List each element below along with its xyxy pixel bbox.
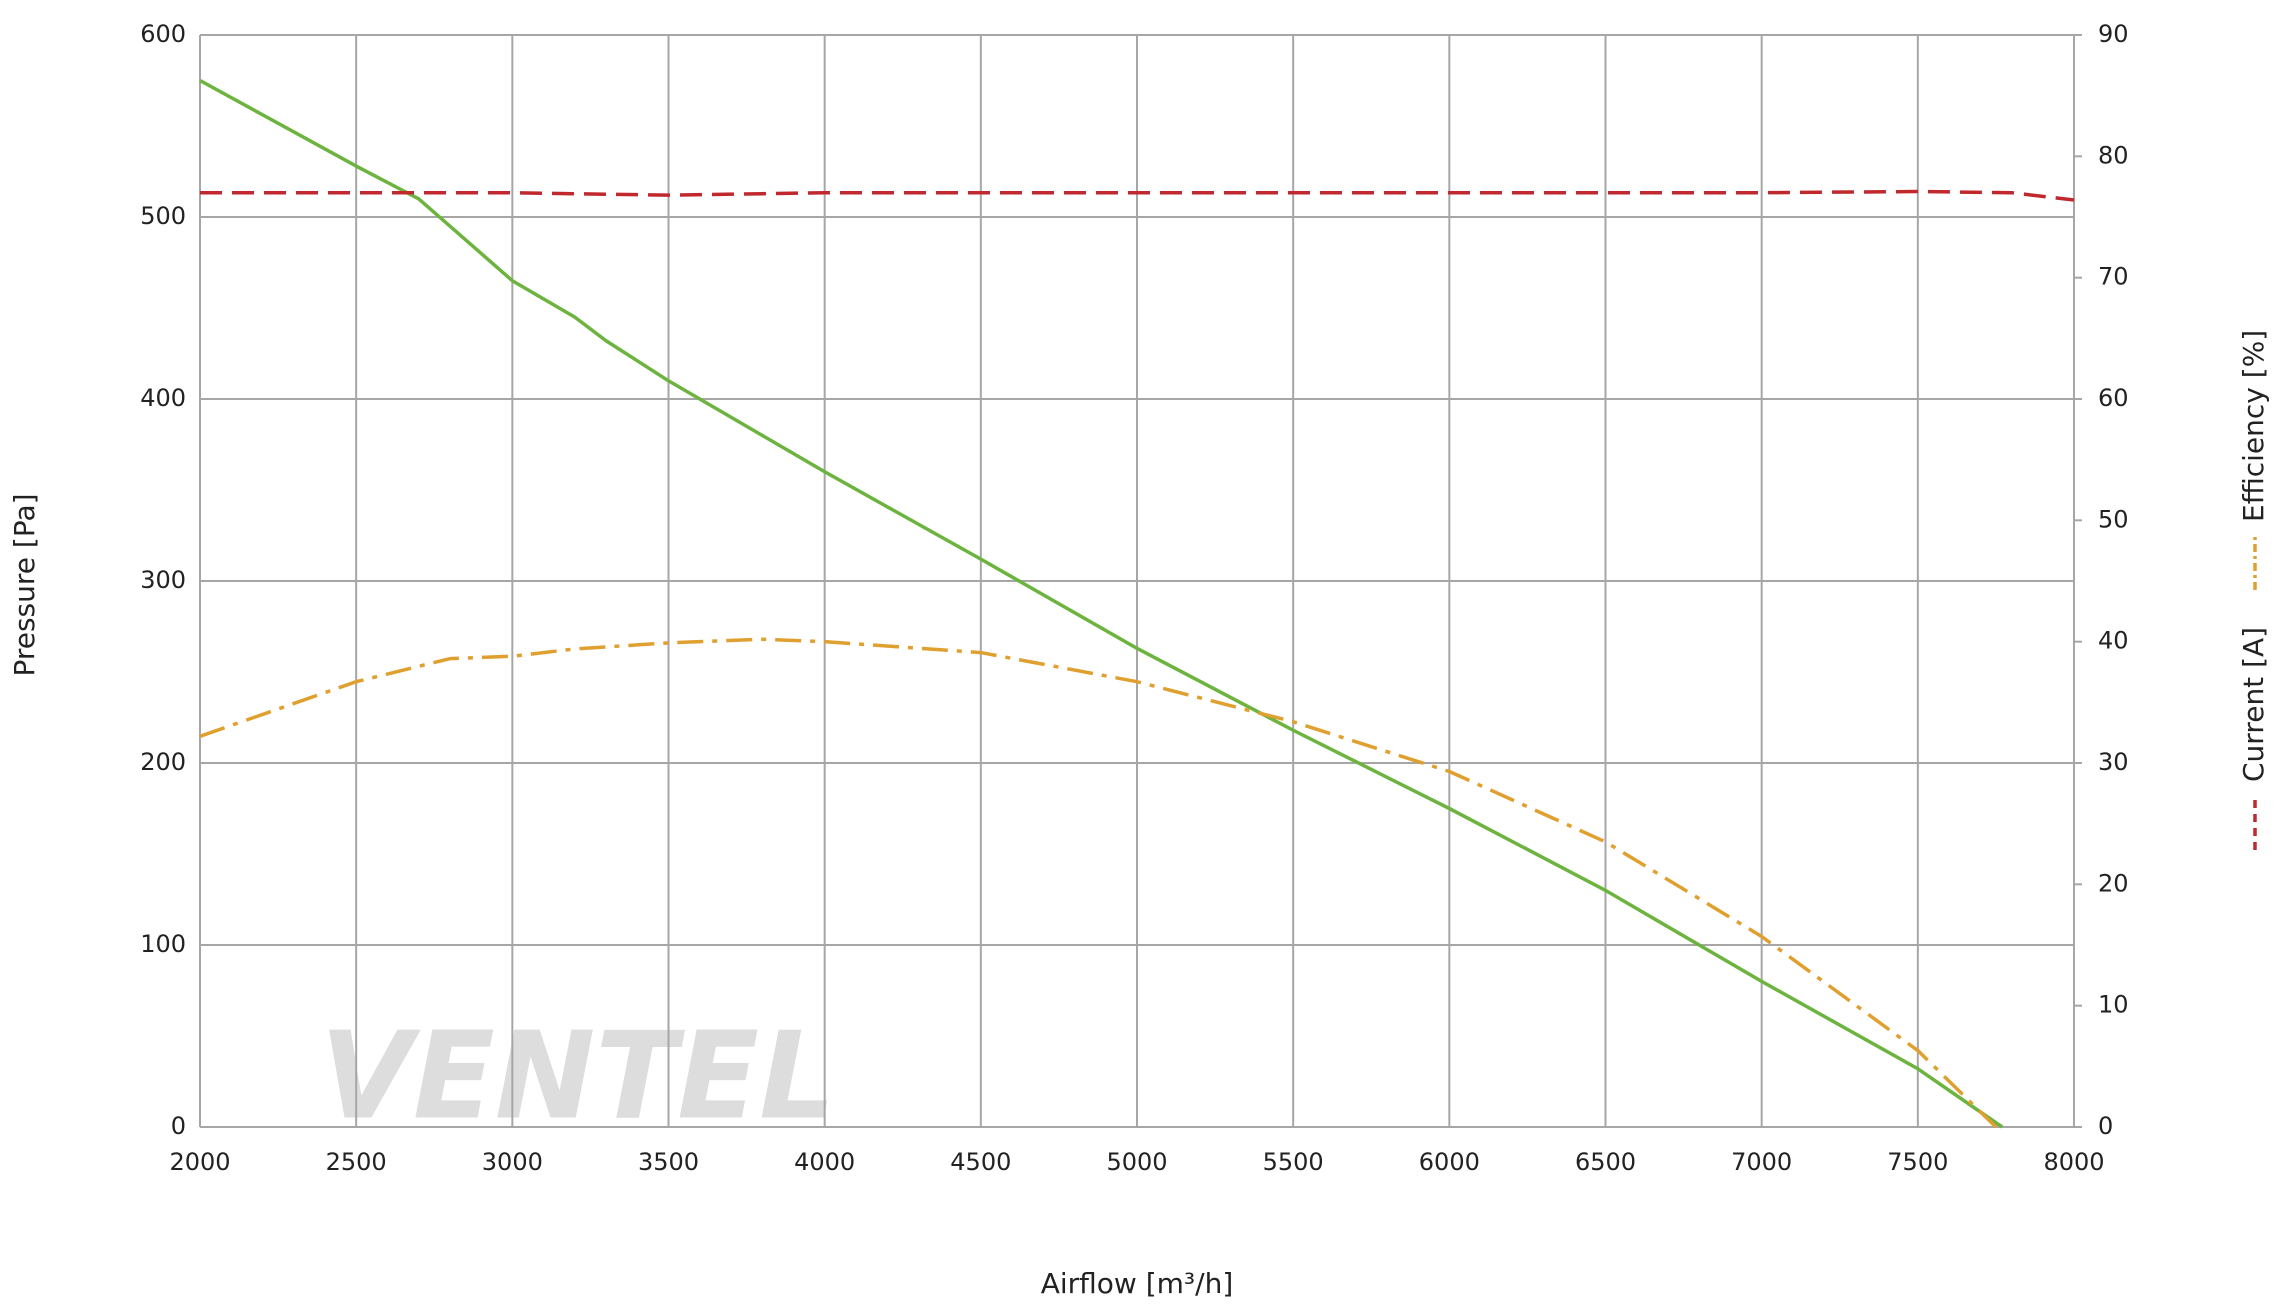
x-tick-label: 3500 [638, 1148, 699, 1176]
x-tick-label: 4500 [950, 1148, 1011, 1176]
y-axis-label: Pressure [Pa] [8, 493, 41, 676]
y-tick-label: 100 [140, 930, 186, 958]
x-tick-label: 5500 [1263, 1148, 1324, 1176]
x-tick-label: 2500 [326, 1148, 387, 1176]
series-line [199, 78, 2004, 1129]
x-tick-label: 8000 [2043, 1148, 2104, 1176]
x-tick-label: 7000 [1731, 1148, 1792, 1176]
watermark: VENTEL [320, 1008, 836, 1147]
x-tick-label: 5000 [1106, 1148, 1167, 1176]
x-tick-label: 7500 [1887, 1148, 1948, 1176]
legend: Current [A] Efficiency [%] [2237, 330, 2270, 850]
x-tick-label: 6000 [1419, 1148, 1480, 1176]
y-tick-label: 400 [140, 384, 186, 412]
y2-tick-label: 80 [2098, 141, 2129, 169]
y2-tick-label: 30 [2098, 748, 2129, 776]
y-tick-label: 600 [140, 20, 186, 48]
y-tick-label: 500 [140, 202, 186, 230]
y2-tick-label: 50 [2098, 505, 2129, 533]
legend-label: Current [A] [2237, 627, 2270, 782]
y2-tick-label: 60 [2098, 384, 2129, 412]
x-axis-label: Airflow [m³/h] [1041, 1267, 1234, 1300]
y2-tick-label: 20 [2098, 869, 2129, 897]
y2-tick-label: 0 [2098, 1112, 2113, 1140]
x-tick-label: 2000 [169, 1148, 230, 1176]
y-tick-label: 0 [171, 1112, 186, 1140]
y2-tick-label: 90 [2098, 20, 2129, 48]
x-tick-label: 6500 [1575, 1148, 1636, 1176]
x-tick-label: 4000 [794, 1148, 855, 1176]
series-line [199, 637, 1998, 1129]
x-tick-label: 3000 [482, 1148, 543, 1176]
y2-tick-label: 10 [2098, 991, 2129, 1019]
y-tick-label: 200 [140, 748, 186, 776]
series-line [200, 189, 2075, 202]
y2-tick-label: 40 [2098, 627, 2129, 655]
y2-tick-label: 70 [2098, 263, 2129, 291]
y-tick-label: 300 [140, 566, 186, 594]
legend-label: Efficiency [%] [2237, 330, 2270, 522]
